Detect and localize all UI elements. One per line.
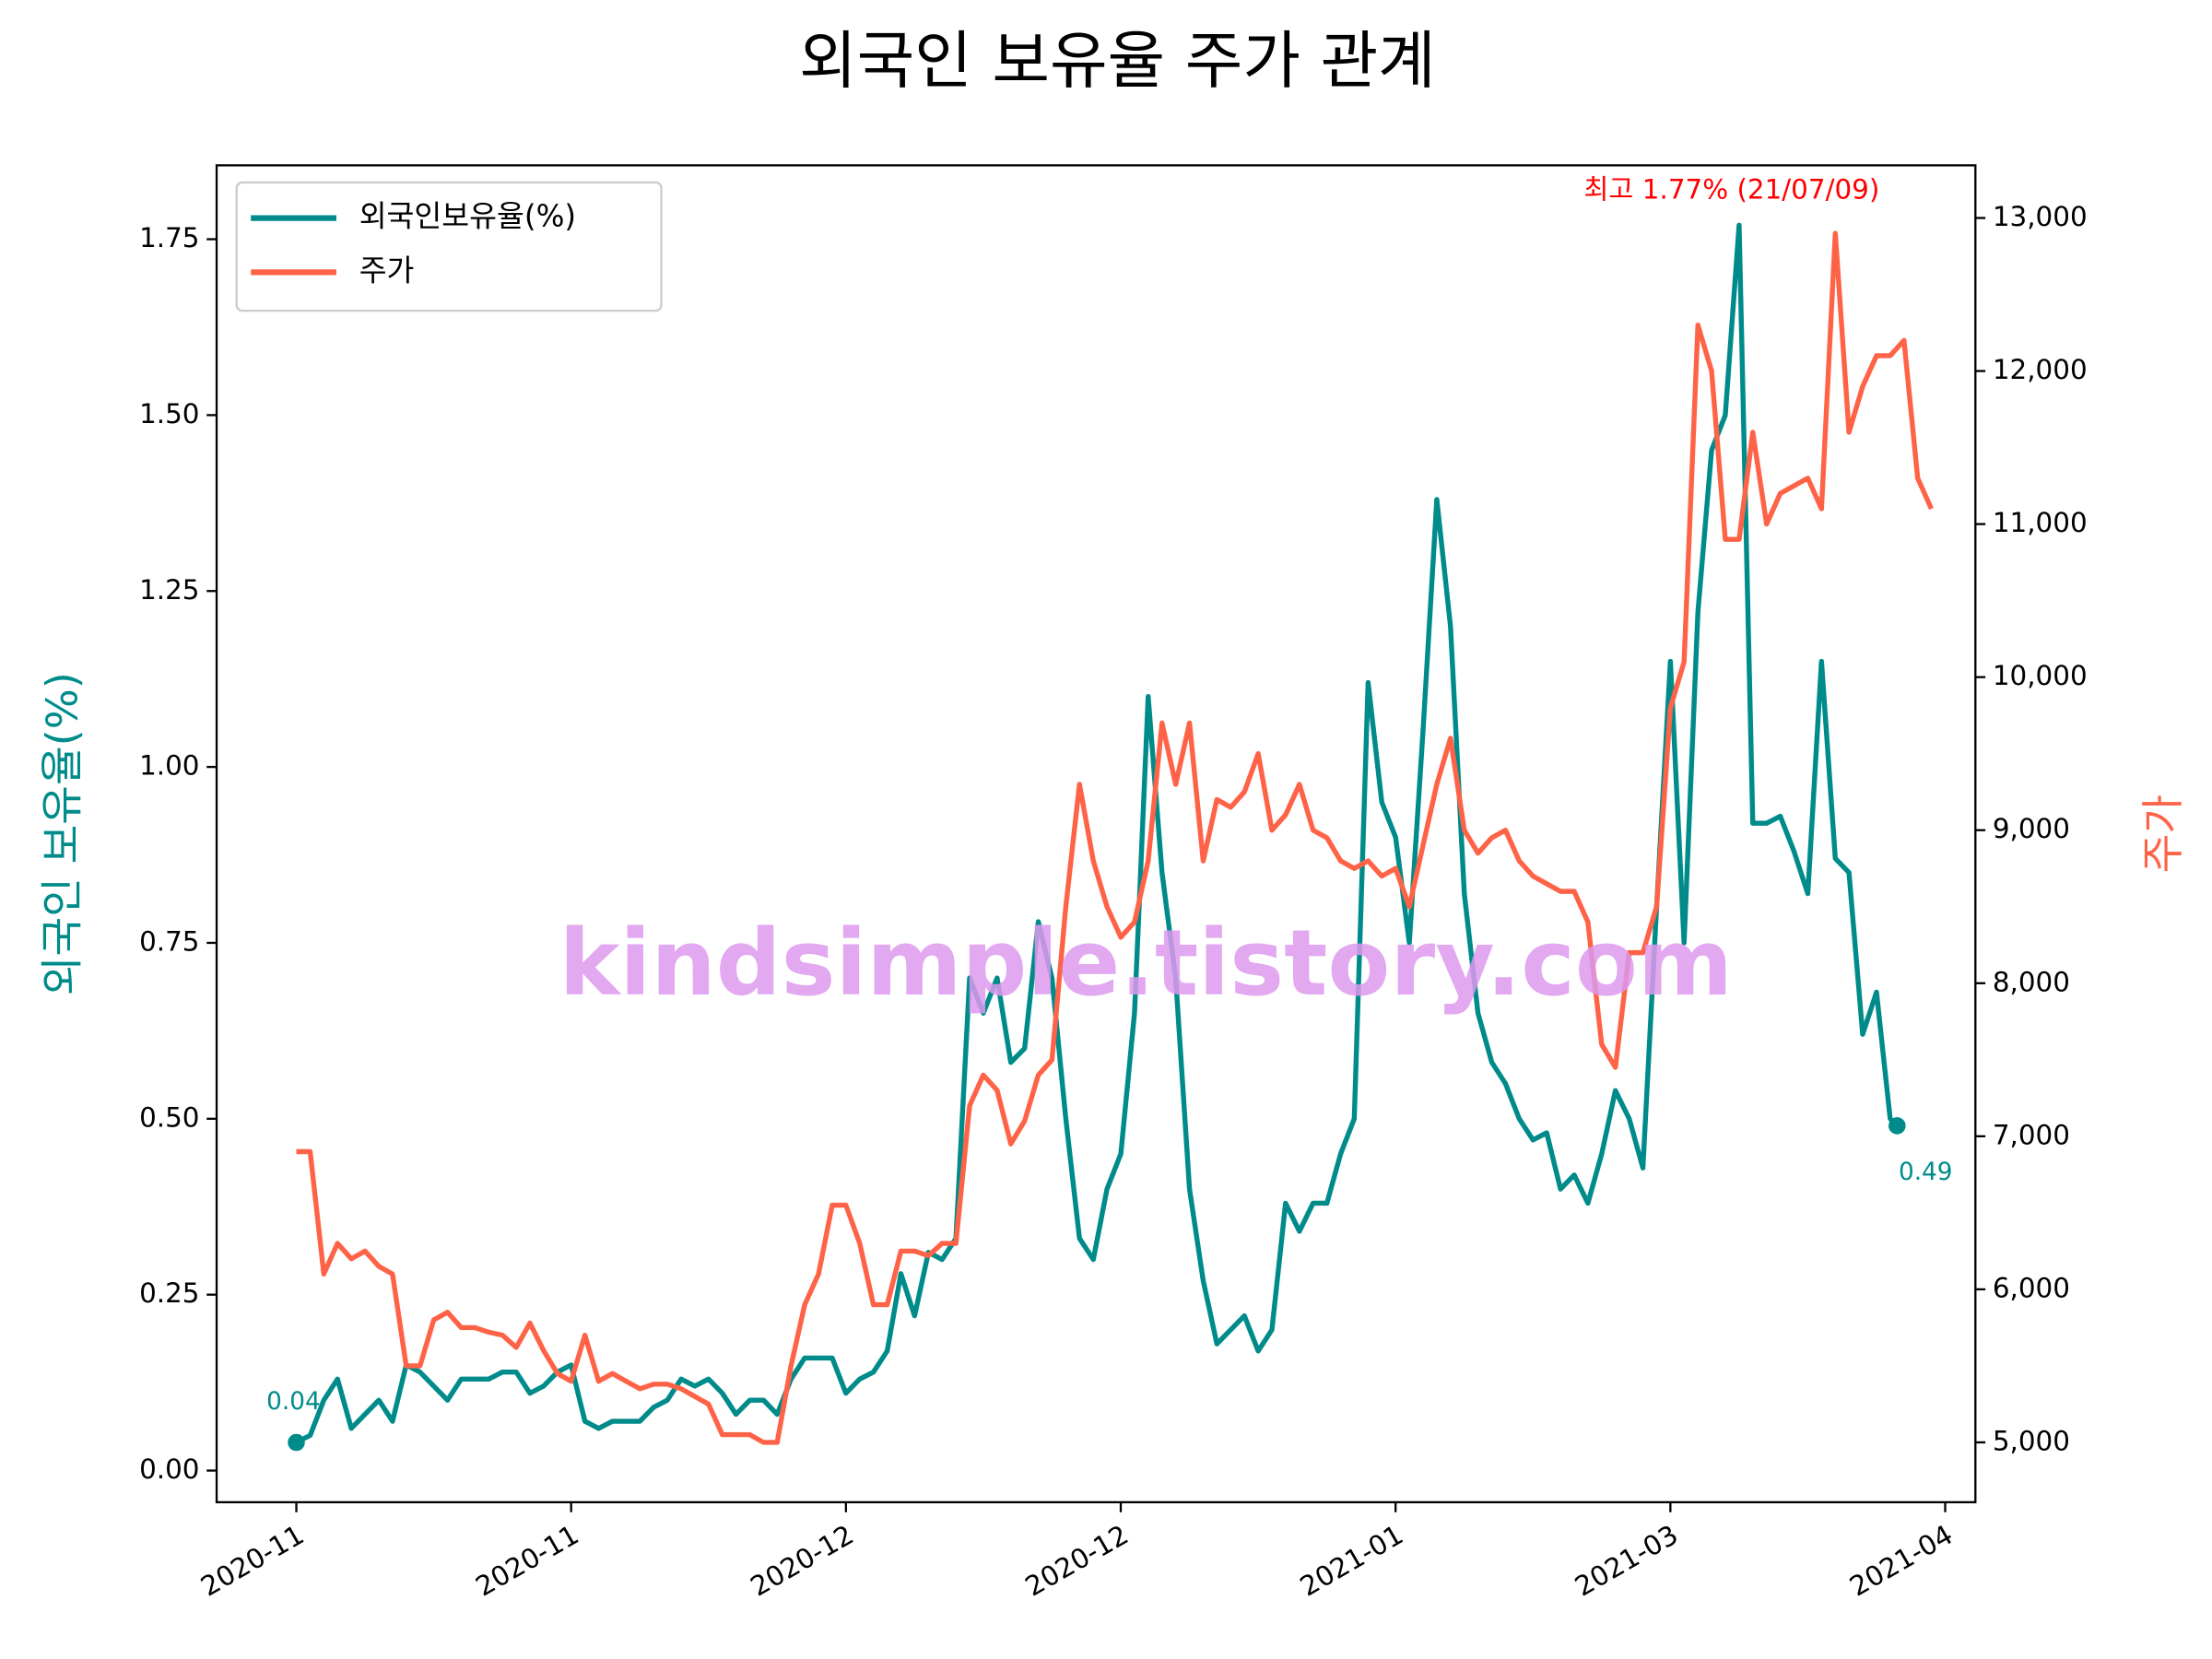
y2-tick-label: 7,000 — [1993, 1119, 2070, 1150]
series-line — [296, 230, 1934, 1445]
y2-tick-label: 11,000 — [1993, 507, 2088, 538]
y2-tick-label: 10,000 — [1993, 660, 2088, 691]
y-tick-label: 1.00 — [139, 750, 199, 782]
y2-tick-label: 12,000 — [1993, 354, 2088, 385]
y-tick-label: 0.25 — [139, 1277, 199, 1309]
y2-tick-label: 13,000 — [1993, 201, 2088, 232]
end-marker — [1888, 1117, 1906, 1135]
y-tick-label: 1.25 — [139, 574, 199, 606]
legend-label: 주가 — [359, 253, 415, 288]
plot-frame — [215, 164, 1977, 1504]
annotation: 0.04 — [266, 1388, 320, 1416]
y-tick-label: 0.75 — [139, 925, 199, 957]
watermark: kindsimple.tistory.com — [559, 911, 1733, 1017]
y2-tick-label: 6,000 — [1993, 1272, 2070, 1303]
end-marker — [288, 1433, 305, 1452]
annotation: 0.49 — [1899, 1159, 1952, 1186]
y2-tick-label: 5,000 — [1993, 1425, 2070, 1456]
y-tick-label: 0.50 — [139, 1101, 199, 1133]
y-tick-label: 1.50 — [139, 398, 199, 429]
legend-label: 외국인보유율(%) — [359, 199, 576, 234]
y2-tick-label: 8,000 — [1993, 966, 2070, 997]
series-line — [295, 222, 1900, 1445]
chart-title: 외국인 보유율 주가 관계 — [799, 26, 1436, 99]
y2-tick-label: 9,000 — [1993, 813, 2070, 844]
y2-axis-label: 주가 — [2138, 794, 2188, 873]
y-tick-label: 0.00 — [139, 1453, 199, 1485]
annotation: 최고 1.77% (21/07/09) — [1583, 174, 1879, 206]
y-tick-label: 1.75 — [139, 222, 199, 253]
legend: 외국인보유율(%) 주가 — [235, 181, 663, 312]
y-axis-label: 외국인 보유율(%) — [38, 672, 88, 995]
legend-box — [235, 181, 663, 312]
